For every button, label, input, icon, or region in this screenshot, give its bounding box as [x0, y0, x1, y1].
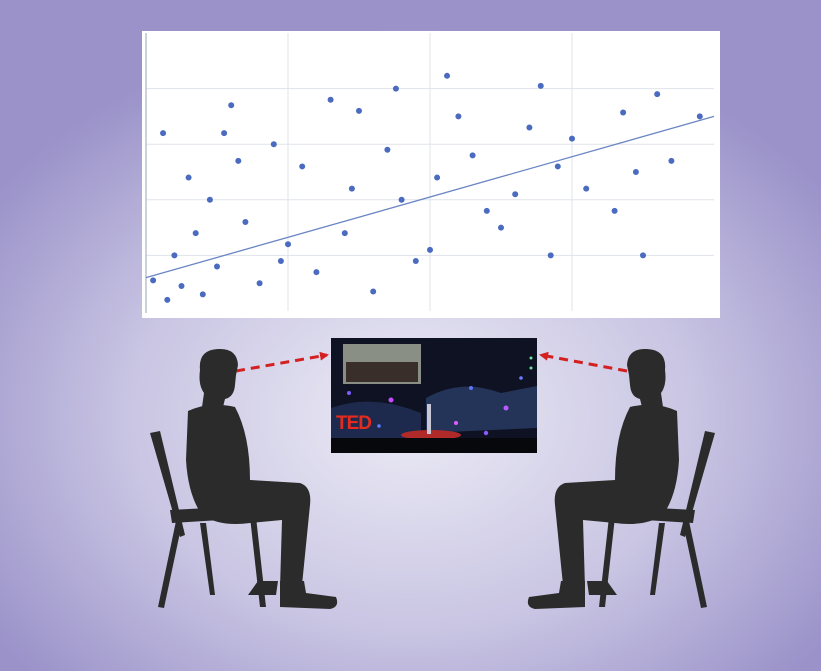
- stage-scene: [331, 338, 537, 453]
- scatter-point: [498, 224, 504, 231]
- scatter-point: [392, 85, 399, 92]
- scatter-point: [256, 280, 263, 287]
- scatter-point: [455, 113, 462, 120]
- seated-viewer-right: [527, 348, 715, 609]
- scatter-point: [696, 113, 703, 120]
- scatter-point: [160, 130, 167, 137]
- scatter-point: [164, 296, 171, 303]
- scatter-point: [483, 207, 490, 214]
- trend-line: [145, 115, 715, 279]
- ted-talk-video-screen: TED: [331, 338, 537, 453]
- scatter-point: [235, 157, 242, 164]
- scatter-point: [228, 102, 235, 109]
- scatter-point: [192, 230, 199, 237]
- scatter-point: [668, 157, 675, 164]
- scatter-point: [611, 207, 618, 214]
- chart-grid: [146, 33, 714, 311]
- scatter-point: [214, 263, 220, 270]
- speaker-figure: [427, 404, 431, 434]
- scatter-point: [356, 107, 362, 114]
- scatter-point: [299, 163, 306, 170]
- scatter-point: [398, 196, 405, 203]
- scatter-point: [242, 219, 249, 226]
- left-gaze-arrow: [235, 351, 329, 373]
- scatter-point: [654, 91, 661, 98]
- scatter-point: [221, 130, 228, 137]
- data-points: [150, 72, 703, 303]
- scatter-point: [620, 109, 627, 116]
- scatter-point: [277, 257, 284, 264]
- scatter-point: [206, 196, 213, 203]
- scatter-point: [199, 291, 206, 298]
- scatter-point: [178, 282, 185, 289]
- scatter-point: [171, 252, 178, 259]
- scatter-point: [285, 241, 291, 248]
- scatter-point: [370, 288, 377, 295]
- ted-logo: TED: [336, 413, 372, 434]
- scatter-point: [537, 82, 544, 89]
- scatter-point: [569, 135, 575, 142]
- scatter-point: [384, 146, 391, 153]
- scatter-point: [327, 96, 334, 103]
- scatter-plot: [145, 33, 715, 313]
- scatter-point: [427, 246, 433, 253]
- scatter-point: [185, 174, 192, 181]
- seated-viewer-left: [150, 348, 338, 609]
- scatter-point: [583, 185, 590, 192]
- scatter-point: [412, 257, 419, 264]
- scatter-point: [547, 252, 554, 259]
- scatter-point: [348, 185, 355, 192]
- scatter-point: [640, 252, 646, 259]
- scatter-chart-panel: [142, 31, 720, 318]
- scatter-point: [341, 230, 348, 237]
- scatter-point: [632, 169, 639, 175]
- scatter-point: [313, 269, 320, 276]
- scatter-point: [526, 124, 533, 131]
- scatter-point: [512, 191, 519, 198]
- red-stage-carpet: [401, 430, 461, 440]
- scatter-point: [554, 163, 561, 170]
- scatter-point: [150, 277, 157, 284]
- scatter-point: [434, 174, 441, 181]
- scatter-point: [444, 72, 451, 79]
- scatter-point: [270, 141, 277, 148]
- scatter-point: [469, 152, 476, 159]
